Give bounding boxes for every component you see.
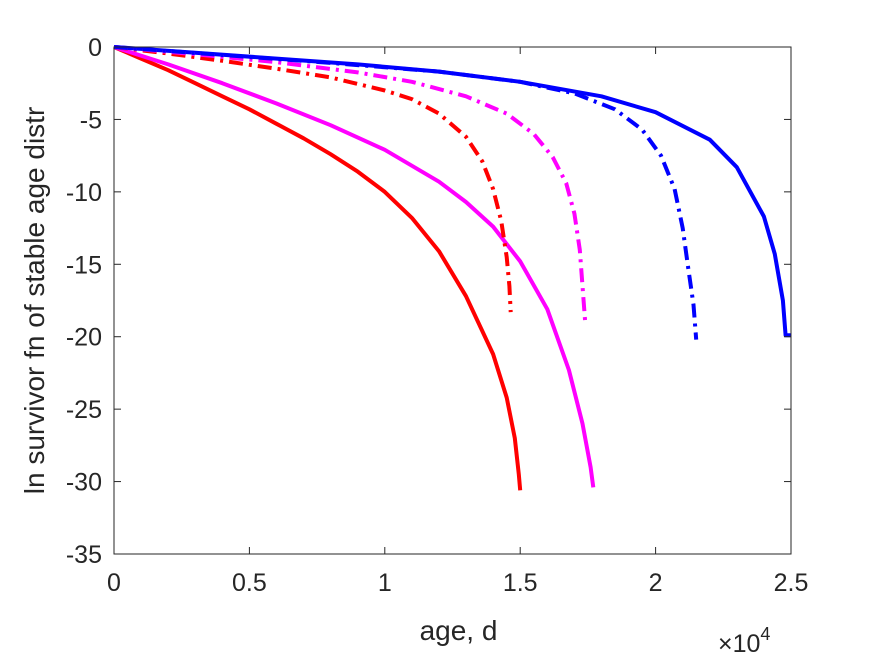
ticks-layer <box>113 46 792 555</box>
series-line-1 <box>113 45 523 491</box>
y-tick-label: -20 <box>66 324 102 352</box>
series-layer <box>113 45 791 491</box>
y-tick-label: 0 <box>88 34 102 62</box>
y-tick-label: -15 <box>66 251 102 279</box>
series-line-6 <box>113 45 699 340</box>
series-line-2 <box>113 45 596 488</box>
x-tick-label: 0 <box>107 569 121 597</box>
y-tick-label: -10 <box>66 179 102 207</box>
tick-labels-layer: 0 0.5 1 1.5 2 2.5 0 -5 -10 -15 -20 -25 -30 -35 <box>66 34 809 597</box>
series-line-5 <box>113 45 588 323</box>
x-tick-label: 0.5 <box>232 569 267 597</box>
y-axis-label: ln survivor fn of stable age distr <box>19 107 50 495</box>
x-axis-label: age, d <box>420 615 498 646</box>
x-exponent-base: ×10 <box>718 630 760 656</box>
x-axis-exponent-label: ×104 <box>718 624 770 656</box>
y-tick-label: -35 <box>66 541 102 569</box>
x-tick-label: 2 <box>649 569 663 597</box>
plot-frame <box>113 46 792 555</box>
x-exponent-power: 4 <box>760 624 770 644</box>
y-tick-label: -30 <box>66 469 102 497</box>
x-tick-label: 1.5 <box>503 569 538 597</box>
y-tick-label: -5 <box>80 106 102 134</box>
y-tick-label: -25 <box>66 396 102 424</box>
x-tick-label: 2.5 <box>774 569 809 597</box>
series-line-3 <box>113 45 791 338</box>
series-line-4 <box>113 45 513 313</box>
x-tick-label: 1 <box>378 569 392 597</box>
